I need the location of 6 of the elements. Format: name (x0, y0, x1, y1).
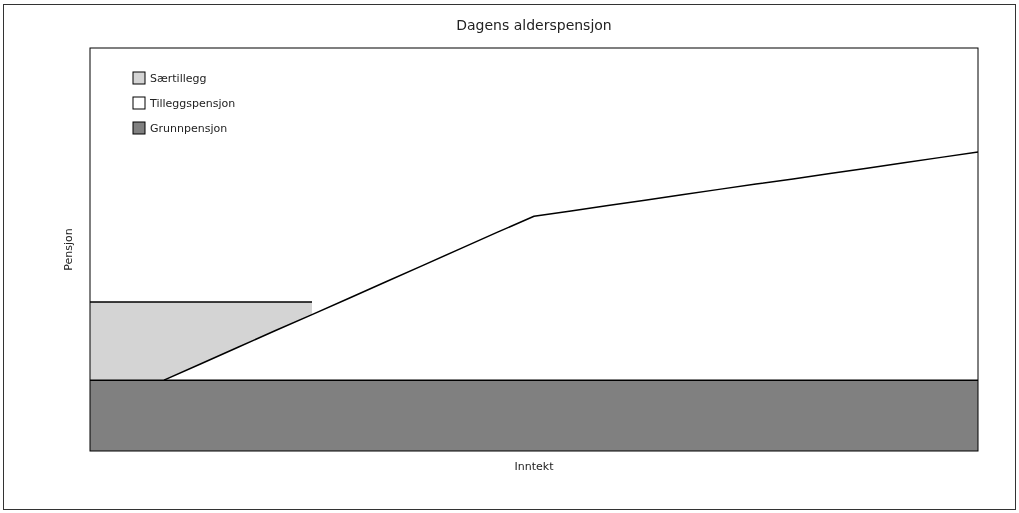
chart-title: Dagens alderspensjon (456, 17, 612, 33)
legend-label: Særtillegg (150, 72, 207, 85)
legend-label: Grunnpensjon (150, 122, 228, 135)
y-axis-title: Pensjon (62, 228, 75, 271)
x-axis-title: Inntekt (514, 460, 555, 473)
legend-label: Tilleggspensjon (149, 97, 236, 110)
